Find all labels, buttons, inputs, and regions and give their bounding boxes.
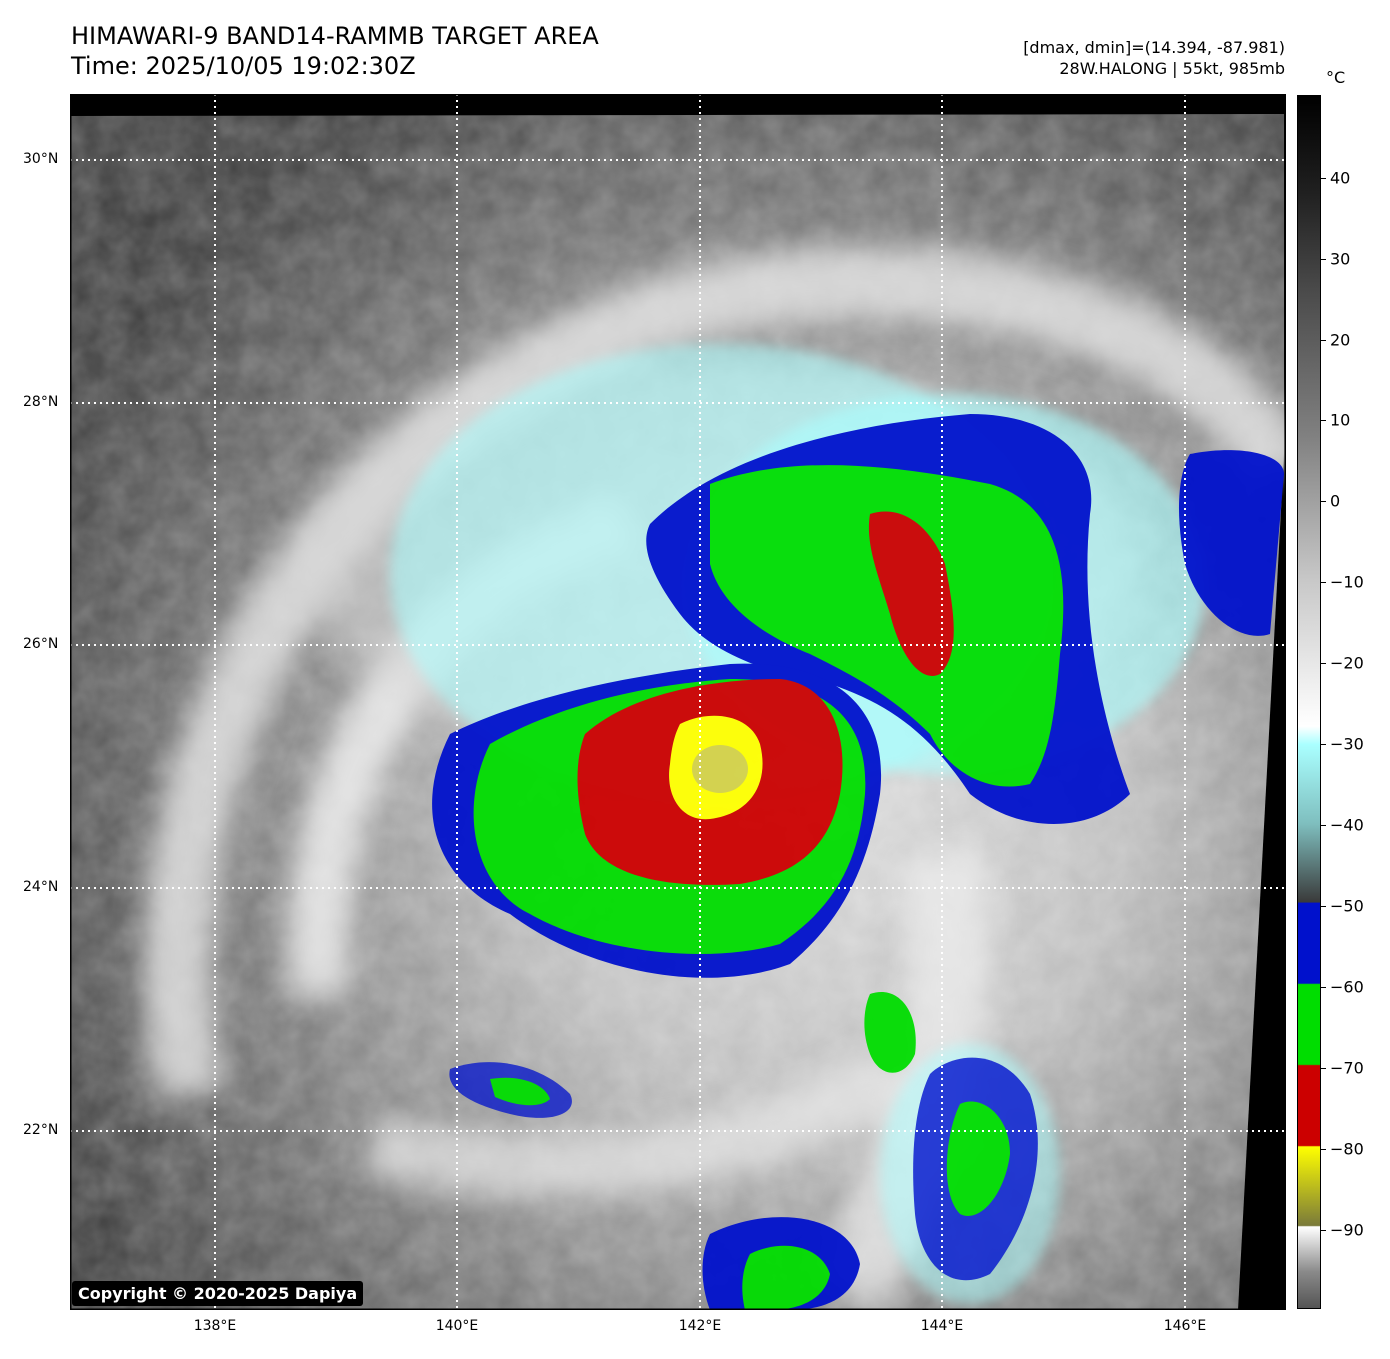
lon-label-146e: 146°E — [1163, 1318, 1207, 1334]
colorbar-label: −40 — [1330, 815, 1364, 835]
colorbar-tick-mark — [1321, 340, 1326, 341]
colorbar-label: −50 — [1330, 896, 1364, 916]
storm-info-label: 28W.HALONG | 55kt, 985mb — [1059, 59, 1285, 78]
colorbar-tick-mark — [1321, 825, 1326, 826]
lon-label-142e: 142°E — [678, 1318, 722, 1334]
colorbar-unit: °C — [1326, 68, 1346, 87]
colorbar-tick-mark — [1321, 663, 1326, 664]
lon-label-138e: 138°E — [193, 1318, 237, 1334]
chart-title: HIMAWARI-9 BAND14-RAMMB TARGET AREA — [71, 22, 599, 50]
copyright-badge: Copyright © 2020-2025 Dapiya — [72, 1281, 364, 1306]
colorbar-label: 40 — [1330, 168, 1351, 188]
colorbar-tick-mark — [1321, 178, 1326, 179]
ir-imagery — [70, 94, 1286, 1310]
colorbar-tick-mark — [1321, 744, 1326, 745]
colorbar-tick-mark — [1321, 1230, 1326, 1231]
colorbar-tick-mark — [1321, 259, 1326, 260]
colorbar-tick-mark — [1321, 1149, 1326, 1150]
colorbar-label: −30 — [1330, 734, 1364, 754]
lon-label-140e: 140°E — [435, 1318, 479, 1334]
colorbar-tick-mark — [1321, 501, 1326, 502]
colorbar — [1297, 95, 1321, 1309]
colorbar-label: 10 — [1330, 410, 1351, 430]
lon-label-144e: 144°E — [920, 1318, 964, 1334]
colorbar-tick-mark — [1321, 906, 1326, 907]
colorbar-label: 0 — [1330, 491, 1341, 511]
colorbar-label: 30 — [1330, 249, 1351, 269]
colorbar-label: −90 — [1330, 1220, 1364, 1240]
colorbar-label: −20 — [1330, 653, 1364, 673]
colorbar-label: −10 — [1330, 572, 1364, 592]
colorbar-tick-mark — [1321, 582, 1326, 583]
data-range-label: [dmax, dmin]=(14.394, -87.981) — [1023, 38, 1285, 57]
colorbar-tick-mark — [1321, 987, 1326, 988]
colorbar-label: −80 — [1330, 1139, 1364, 1159]
lat-label-28n: 28°N — [23, 394, 59, 410]
colorbar-tick-mark — [1321, 1068, 1326, 1069]
satellite-map — [70, 94, 1286, 1310]
graticule — [70, 94, 1286, 1310]
map-border — [70, 94, 1286, 1310]
lat-label-26n: 26°N — [23, 636, 59, 652]
chart-time: Time: 2025/10/05 19:02:30Z — [71, 52, 416, 80]
lat-label-30n: 30°N — [23, 151, 59, 167]
colorbar-tick-mark — [1321, 420, 1326, 421]
deep-convection — [432, 414, 1284, 1310]
colorbar-label: 20 — [1330, 330, 1351, 350]
colorbar-label: −70 — [1330, 1058, 1364, 1078]
colorbar-label: −60 — [1330, 977, 1364, 997]
lat-label-22n: 22°N — [23, 1122, 59, 1138]
lat-label-24n: 24°N — [23, 879, 59, 895]
